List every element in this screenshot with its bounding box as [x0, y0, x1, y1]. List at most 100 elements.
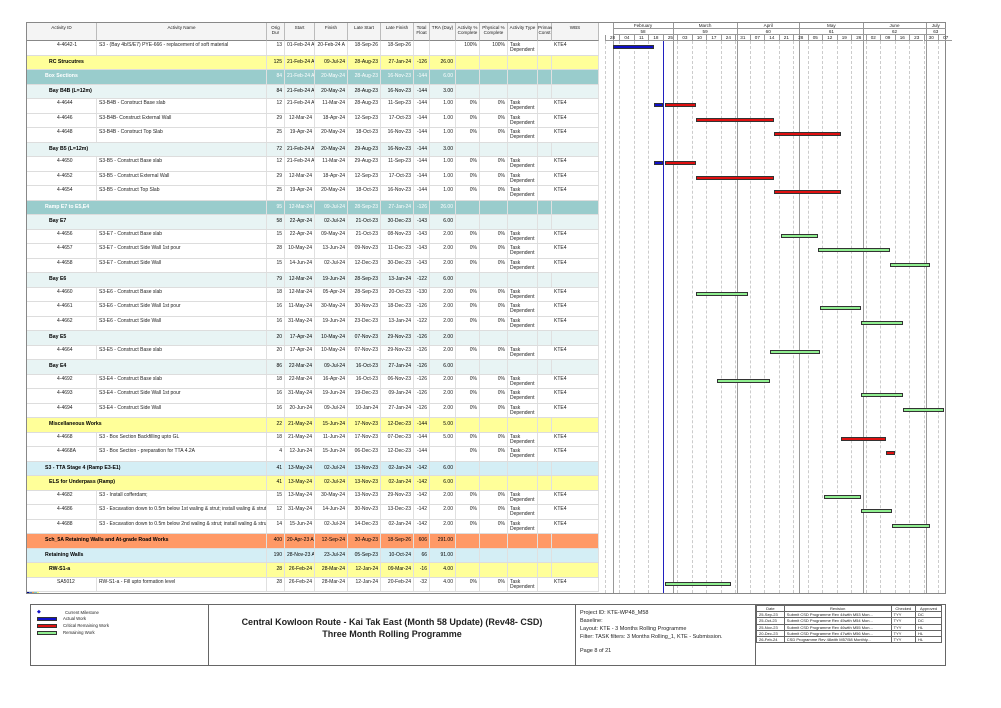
activity-row[interactable]: 4-4657 S3-E7 - Construct Side Wall 1st po…: [27, 244, 599, 259]
activity-row[interactable]: 4-4686 S3 - Excavation down to 0.5m below…: [27, 505, 599, 520]
column-header-start[interactable]: Start: [285, 23, 315, 41]
gantt-bar-remaining[interactable]: [664, 581, 731, 586]
activity-type-cell: Task Dependent: [508, 577, 538, 591]
wbs-summary-row[interactable]: Bay E5 20 17-Apr-24 10-May-24 07-Nov-23 29-No…: [27, 331, 599, 346]
activity-row[interactable]: 4-4644 S3-B4B - Construct Base slab 12 21-F…: [27, 99, 599, 114]
wbs-summary-row[interactable]: Retaining Walls 190 28-Nov-23 A 23-Jul-24 05…: [27, 548, 599, 563]
wbs-summary-row[interactable]: ELS for Underpass (Ramp) 41 13-May-24 02-Ju…: [27, 476, 599, 491]
gantt-bar-remaining[interactable]: [780, 233, 818, 238]
activity-name-cell: S3 - Box Section - preparation for TTA 4…: [97, 447, 267, 461]
week-gridline: [880, 41, 882, 593]
gantt-bar-remaining[interactable]: [861, 509, 893, 513]
activity-row[interactable]: 4-4694 S3-E4 - Construct Side Wall 16 20-Ju…: [27, 403, 599, 418]
activity-row[interactable]: 4-4646 S3-B4B- Construct External Wall 29 1…: [27, 113, 599, 128]
gantt-bar-remaining[interactable]: [861, 393, 903, 397]
activity-row[interactable]: 4-4642-1 S3 - (Bay 4b/S/E7) PYE-666 - rep…: [27, 41, 599, 56]
column-header-late-finish[interactable]: Late Finish: [381, 23, 414, 41]
gantt-bar-critical[interactable]: [695, 175, 775, 180]
wbs-summary-row[interactable]: Bay E6 79 12-Mar-24 19-Jun-24 28-Sep-23 13-Ja…: [27, 273, 599, 288]
activity-row[interactable]: 4-4664 S3-E5 - Construct Base slab 20 17-Ap…: [27, 345, 599, 360]
empty-cell: [538, 273, 552, 287]
activity-row[interactable]: 4-4662 S3-E6 - Construct Side Wall 16 31-Ma…: [27, 316, 599, 331]
column-header-tra[interactable]: TRA (Day): [430, 23, 456, 41]
column-header-activity-name[interactable]: Activity Name: [97, 23, 267, 41]
activity-row[interactable]: 4-4658 S3-E7 - Construct Side Wall 15 14-Ju…: [27, 258, 599, 273]
column-header-late-start[interactable]: Late Start: [348, 23, 381, 41]
column-header-orig-dur[interactable]: Orig Dur: [267, 23, 285, 41]
wbs-summary-row[interactable]: Bay E4 86 22-Mar-24 09-Jul-24 16-Oct-23 27-Ja…: [27, 360, 599, 375]
activity-row[interactable]: 4-4692 S3-E4 - Construct Base slab 18 22-Ma…: [27, 374, 599, 389]
orig-dur-cell: 86: [267, 360, 285, 374]
gantt-bar-critical[interactable]: [840, 436, 887, 441]
orig-dur-cell: 18: [267, 432, 285, 446]
activity-row[interactable]: 4-4660 S3-E6 - Construct Base slab 18 12-Ma…: [27, 287, 599, 302]
wbs-summary-row[interactable]: RC Strucutres 125 21-Feb-24 A 09-Jul-24 28-A…: [27, 55, 599, 70]
activity-id-cell: 4-4682: [39, 490, 97, 504]
activity-row[interactable]: 4-4656 S3-E7 - Construct Base slab 15 22-Ap…: [27, 229, 599, 244]
gantt-bar-actual[interactable]: [654, 103, 663, 107]
gantt-bar-remaining[interactable]: [902, 407, 945, 412]
week-label: 02: [865, 35, 881, 41]
activity-id-cell: 4-4661: [39, 302, 97, 316]
gantt-bar-remaining[interactable]: [861, 320, 903, 325]
late-finish-cell: 10-Oct-24: [381, 548, 414, 562]
wbs-summary-row[interactable]: Box Sections 84 21-Feb-24 A 20-May-24 28-Aug…: [27, 70, 599, 85]
activity-row[interactable]: 4-4654 S3-B5 - Construct Top Slab 25 19-Apr…: [27, 186, 599, 201]
wbs-summary-row[interactable]: Bay E7 58 22-Apr-24 02-Jul-24 21-Oct-23 30-De…: [27, 215, 599, 230]
wbs-cell: KTE4: [552, 519, 599, 533]
gantt-bar-critical[interactable]: [886, 451, 895, 455]
column-header-activity-pct[interactable]: Activity % Complete: [456, 23, 480, 41]
wbs-summary-row[interactable]: Miscellaneous Works 22 21-May-24 15-Jun-24 1…: [27, 418, 599, 433]
gantt-bar-critical[interactable]: [664, 103, 696, 107]
activity-row[interactable]: 4-4668 S3 - Box Section Backfilling upto …: [27, 432, 599, 447]
column-header-activity-type[interactable]: Activity Type: [508, 23, 538, 41]
empty-cell: [480, 215, 508, 229]
month-gridline: [863, 23, 865, 593]
empty-cell: [480, 331, 508, 345]
total-float-cell: 606: [414, 534, 430, 548]
gantt-bar-remaining[interactable]: [817, 248, 891, 252]
gantt-bar-remaining[interactable]: [770, 349, 820, 354]
column-header-total-float[interactable]: Total Float: [414, 23, 430, 41]
gantt-bar-remaining[interactable]: [824, 494, 862, 499]
late-finish-cell: 20-Oct-23: [381, 287, 414, 301]
gantt-bar-critical[interactable]: [664, 161, 696, 165]
orig-dur-cell: 20: [267, 345, 285, 359]
gantt-bar-actual[interactable]: [654, 161, 663, 165]
wbs-summary-row[interactable]: Ramp E7 to E5,E4 95 12-Mar-24 09-Jul-24 28-S…: [27, 200, 599, 215]
gantt-bar-actual[interactable]: [613, 45, 655, 49]
gantt-bar-remaining[interactable]: [890, 262, 930, 267]
gantt-bar-critical[interactable]: [774, 132, 841, 136]
finish-cell: 20-May-24: [315, 128, 348, 142]
late-finish-cell: 09-Jan-24: [381, 389, 414, 403]
wbs-summary-row[interactable]: Sch_5A Retaining Walls and At-grade Road…: [27, 534, 599, 549]
activity-row[interactable]: 4-4668A S3 - Box Section - preparation fo…: [27, 447, 599, 462]
column-header-physical-pct[interactable]: Physical % Complete: [480, 23, 508, 41]
activity-row[interactable]: 4-4650 S3-B5 - Construct Base slab 12 21-Fe…: [27, 157, 599, 172]
gantt-bar-remaining[interactable]: [716, 378, 771, 383]
activity-row[interactable]: 4-4688 S3 - Excavation down to 0.5m below…: [27, 519, 599, 534]
gantt-bar-remaining[interactable]: [892, 523, 930, 528]
activity-row[interactable]: 4-4648 S3-B4B - Construct Top Slab 25 19-Ap…: [27, 128, 599, 143]
column-header-activity-id[interactable]: Activity ID: [27, 23, 97, 41]
bar-critical: [37, 623, 57, 628]
activity-row[interactable]: 4-4693 S3-E4 - Construct Side Wall 1st po…: [27, 389, 599, 404]
gantt-bar-critical[interactable]: [695, 117, 775, 122]
total-float-cell: -143: [414, 229, 430, 243]
gantt-bar-remaining[interactable]: [695, 291, 748, 296]
activity-row[interactable]: 4-4661 S3-E6 - Construct Side Wall 1st po…: [27, 302, 599, 317]
activity-row[interactable]: 4-4682 S3 - Install cofferdam; 15 13-May-24…: [27, 490, 599, 505]
activity-row[interactable]: SA5012 RW-S1-a - Fill upto formation leve…: [27, 577, 599, 592]
wbs-summary-row[interactable]: RW-S1-a 28 26-Feb-24 28-Mar-24 12-Jan-24 09-M…: [27, 563, 599, 578]
wbs-summary-row[interactable]: Bay B5 (L=12m) 72 21-Feb-24 A 20-May-24 29-A…: [27, 142, 599, 157]
gantt-bar-critical[interactable]: [774, 190, 841, 194]
total-float-cell: -142: [414, 519, 430, 533]
gantt-bar-remaining[interactable]: [820, 306, 862, 310]
column-header-primav-const[interactable]: Primav Const: [538, 23, 552, 41]
start-cell: 13-May-24: [285, 476, 315, 490]
column-header-finish[interactable]: Finish: [315, 23, 348, 41]
activity-row[interactable]: 4-4652 S3-B5 - Construct External Wall 29 1…: [27, 171, 599, 186]
column-header-wbs[interactable]: WBS: [552, 23, 599, 41]
wbs-summary-row[interactable]: Bay B4B (L=12m) 84 21-Feb-24 A 20-May-24 28-…: [27, 84, 599, 99]
wbs-summary-row[interactable]: S3 - TTA Stage 4 (Ramp E3-E1) 41 13-May-24…: [27, 461, 599, 476]
